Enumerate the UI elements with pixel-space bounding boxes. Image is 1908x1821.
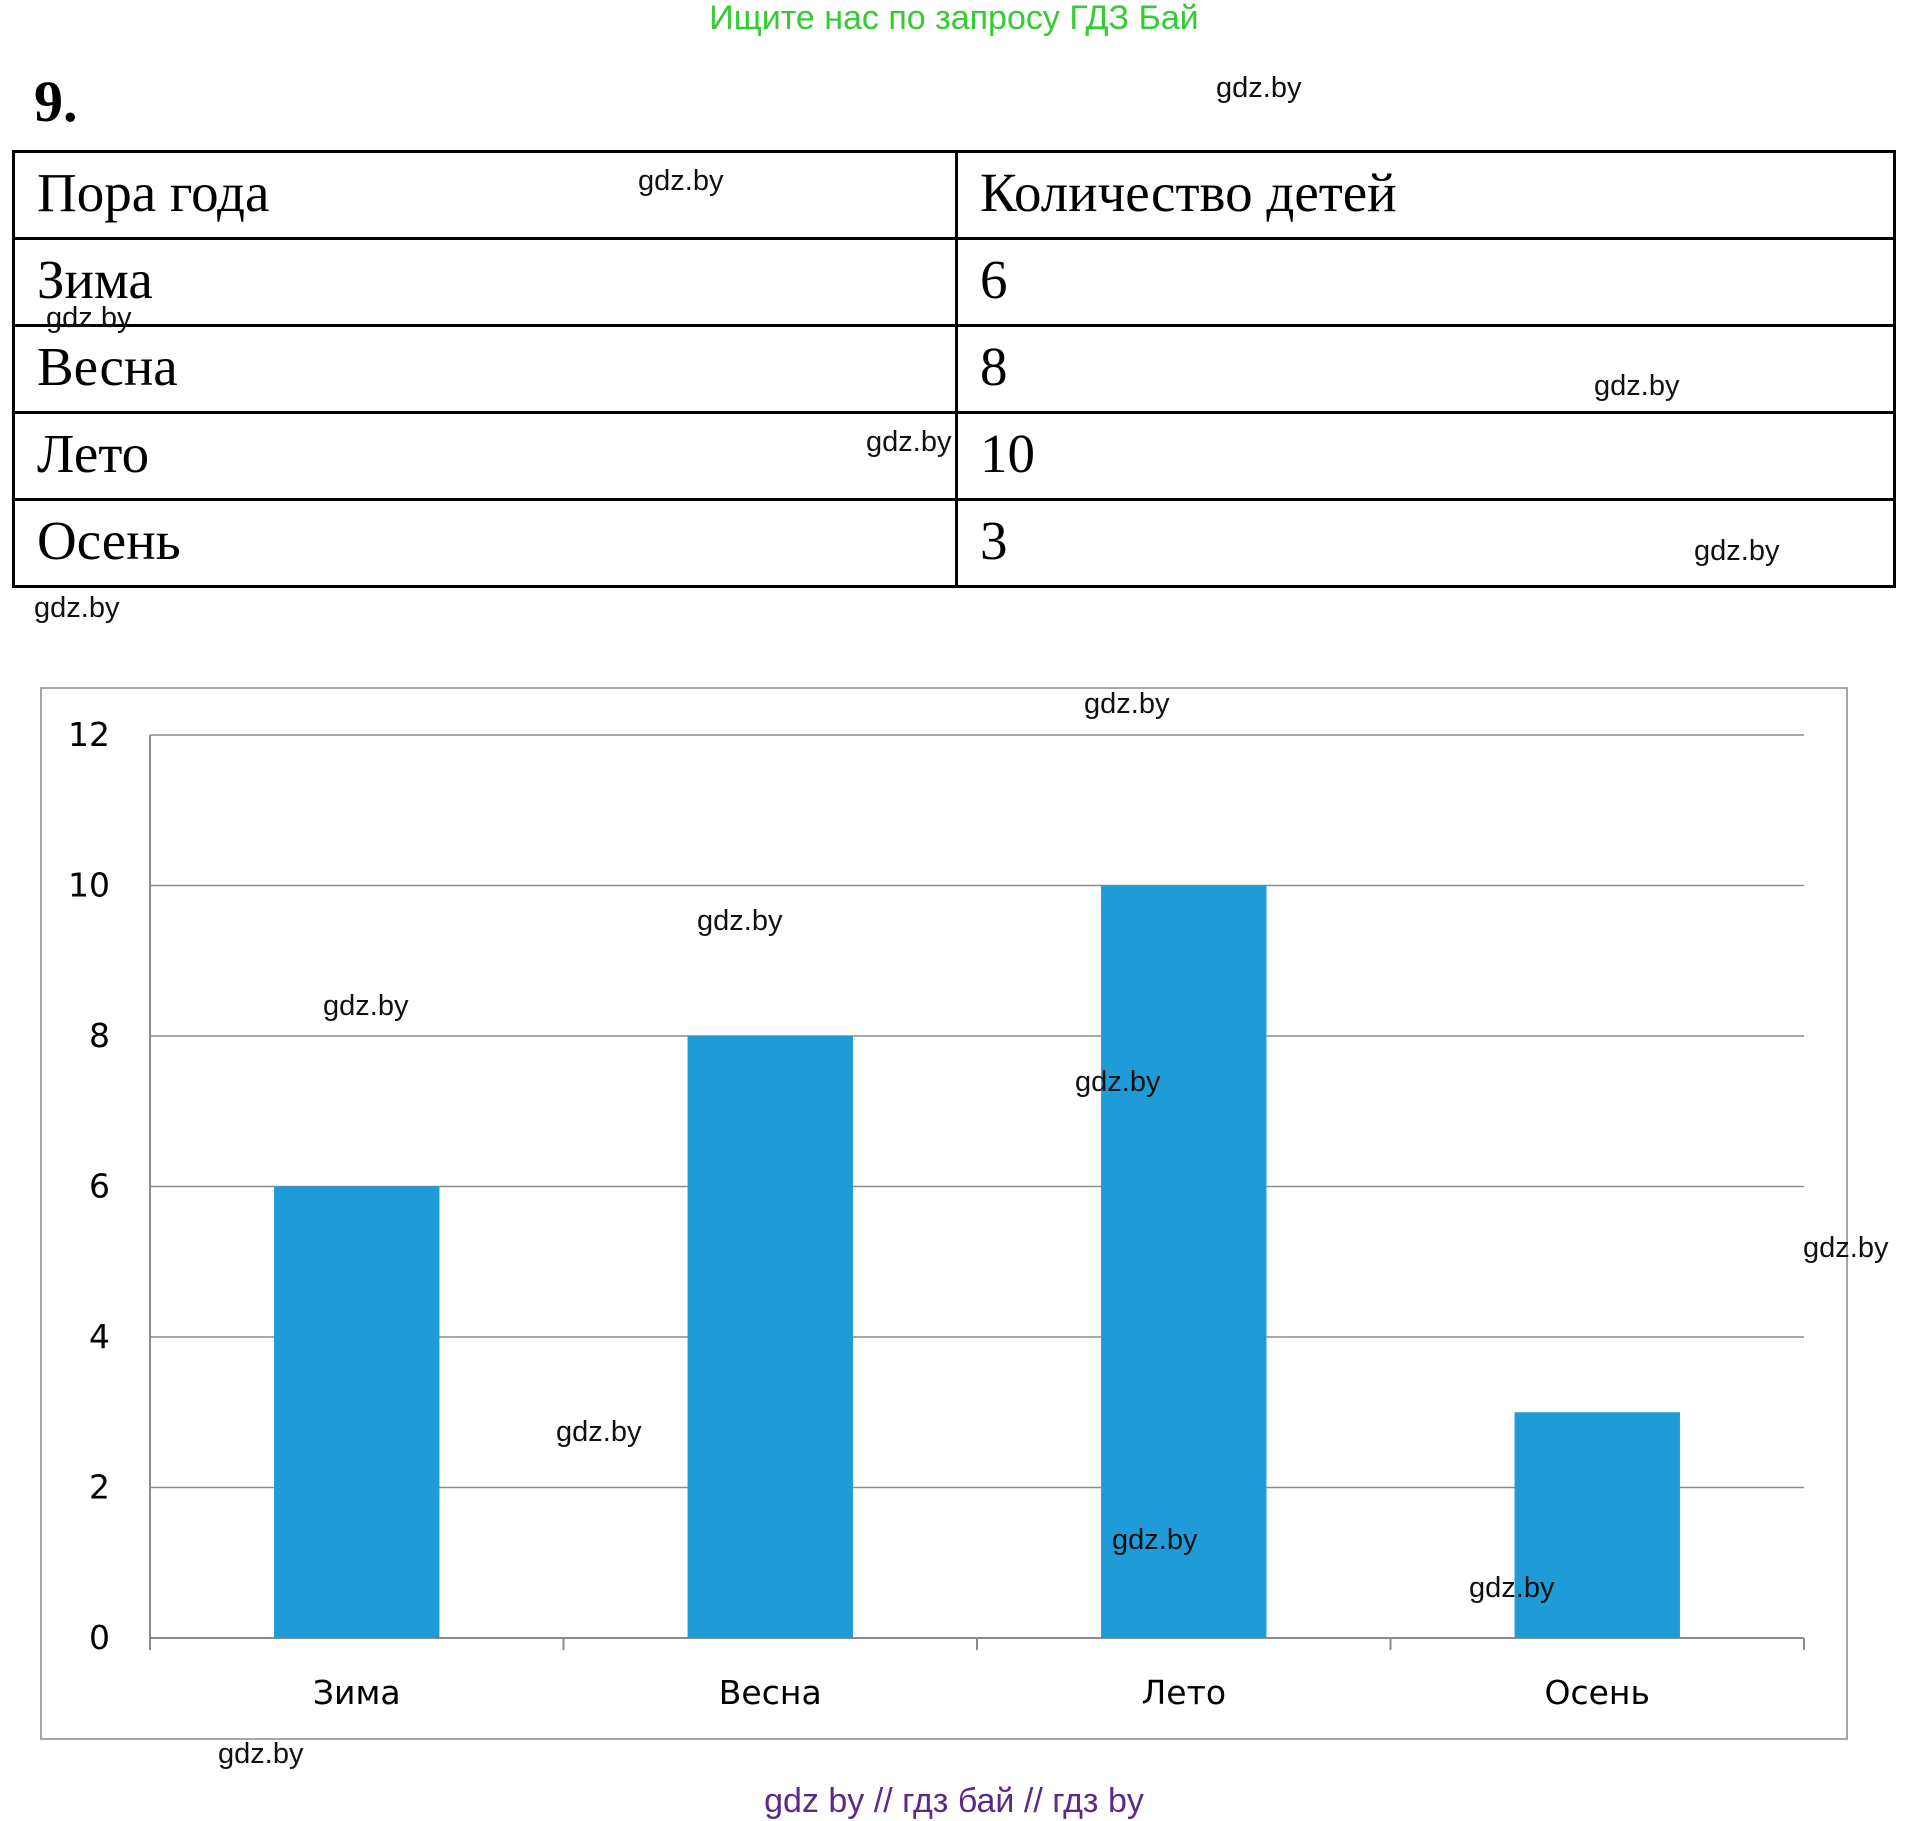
watermark: gdz.by [1084,688,1170,720]
watermark: gdz.by [1694,535,1780,567]
x-tick-label: Осень [1545,1673,1650,1712]
x-tick-label: Зима [313,1673,401,1712]
y-tick-label: 6 [89,1167,110,1206]
table-row: Весна 8 [12,324,1896,414]
footer-links: gdz by // гдз бай // гдз by [764,1782,1144,1820]
table-cell: Лето [12,411,958,501]
y-tick-label: 12 [68,715,110,754]
watermark: gdz.by [1216,72,1302,104]
watermark: gdz.by [34,592,120,624]
table-cell: 10 [955,411,1896,501]
watermark: gdz.by [218,1738,304,1770]
table-header-row: Пора года Количество детей [12,150,1896,240]
watermark: gdz.by [866,426,952,458]
x-tick-label: Лето [1141,1673,1226,1712]
table-cell: 6 [955,237,1896,327]
data-table: Пора года Количество детей Зима 6 Весна … [12,150,1896,588]
table-header-cell: Пора года [12,150,958,240]
watermark: gdz.by [1803,1232,1889,1264]
watermark: gdz.by [1112,1524,1198,1556]
task-number: 9. [34,69,78,134]
table-row: Лето 10 [12,411,1896,501]
top-banner: Ищите нас по запросу ГДЗ Бай [709,0,1199,37]
y-tick-label: 10 [68,866,110,905]
watermark: gdz.by [1594,370,1680,402]
y-tick-label: 4 [89,1317,110,1356]
watermark: gdz.by [46,302,132,334]
bar [1101,885,1267,1638]
y-tick-label: 2 [89,1468,110,1507]
chart-frame [40,687,1848,1740]
watermark: gdz.by [638,165,724,197]
table-cell: 3 [955,498,1896,588]
watermark: gdz.by [697,905,783,937]
table-cell: Осень [12,498,958,588]
watermark: gdz.by [1075,1066,1161,1098]
watermark: gdz.by [556,1416,642,1448]
x-tick-label: Весна [719,1673,822,1712]
bar [274,1186,440,1638]
y-tick-label: 8 [89,1016,110,1055]
y-tick-label: 0 [89,1618,110,1657]
table-cell: 8 [955,324,1896,414]
table-row: Зима 6 [12,237,1896,327]
table-row: Осень 3 [12,498,1896,588]
table-cell: Весна [12,324,958,414]
watermark: gdz.by [323,990,409,1022]
table-header-cell: Количество детей [955,150,1896,240]
bar [687,1036,853,1638]
bar [1514,1412,1680,1638]
table-cell: Зима [12,237,958,327]
watermark: gdz.by [1469,1572,1555,1604]
